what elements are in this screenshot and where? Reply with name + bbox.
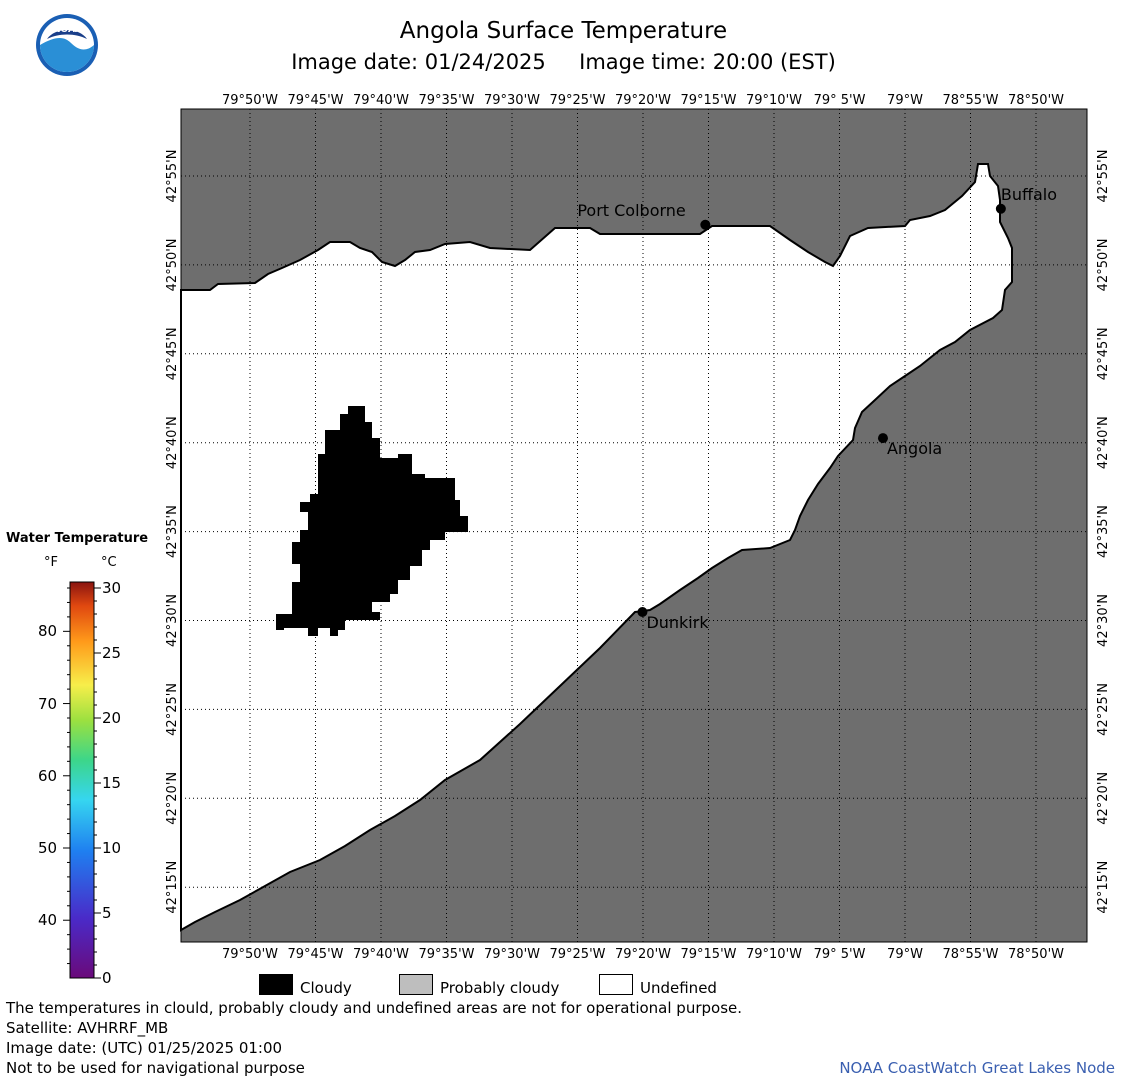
lat-label-left: 42°30'N	[165, 594, 180, 647]
lon-label-top: 79°10'W	[746, 93, 802, 108]
lon-label-top: 79°15'W	[680, 93, 736, 108]
map-subtitle: Image date: 01/24/2025 Image time: 20:00…	[291, 50, 836, 74]
legend-title: Water Temperature	[6, 531, 149, 546]
lon-label-top: 78°55'W	[942, 93, 998, 108]
lon-label-top: 79°50'W	[222, 93, 278, 108]
lon-label-bottom: 79°50'W	[222, 947, 278, 962]
lat-label-right: 42°45'N	[1096, 327, 1111, 380]
city-marker	[877, 433, 888, 444]
lat-label-left: 42°50'N	[165, 238, 180, 291]
legend-unit-f: °F	[44, 555, 58, 570]
cb-label-c: 0	[102, 969, 112, 987]
lon-label-top: 79° 5'W	[814, 93, 866, 108]
map-grid	[181, 109, 1087, 942]
lon-label-top: 79°25'W	[549, 93, 605, 108]
lon-label-bottom: 79°25'W	[549, 947, 605, 962]
lat-label-left: 42°15'N	[165, 861, 180, 914]
lake-erie-water	[180, 163, 1013, 932]
lat-label-right: 42°40'N	[1096, 416, 1111, 469]
color-bar	[69, 581, 95, 979]
lat-label-left: 42°55'N	[165, 150, 180, 203]
lon-label-top: 79°40'W	[353, 93, 409, 108]
cb-label-f: 50	[38, 839, 58, 857]
lon-label-top: 79°20'W	[615, 93, 671, 108]
lat-label-left: 42°40'N	[165, 416, 180, 469]
footer-disclaimer: The temperatures in clould, probably clo…	[6, 999, 743, 1017]
lon-label-bottom: 79°35'W	[418, 947, 474, 962]
logo-text: NOAA	[53, 25, 82, 35]
cb-label-f: 60	[38, 766, 58, 785]
city-label: Buffalo	[1001, 185, 1057, 204]
lon-label-bottom: 79°15'W	[680, 947, 736, 962]
lat-label-right: 42°25'N	[1096, 683, 1111, 736]
key-swatch-probably-cloudy	[399, 974, 433, 995]
lon-label-top: 79°45'W	[287, 93, 343, 108]
lon-label-bottom: 79°45'W	[287, 947, 343, 962]
cloud-patch	[276, 406, 468, 636]
lat-label-right: 42°50'N	[1096, 238, 1111, 291]
lon-label-bottom: 79°40'W	[353, 947, 409, 962]
lat-label-left: 42°25'N	[165, 683, 180, 736]
lon-label-top: 78°50'W	[1008, 93, 1064, 108]
key-swatch-cloudy	[259, 974, 293, 995]
lat-label-left: 42°20'N	[165, 772, 180, 825]
lat-label-right: 42°20'N	[1096, 772, 1111, 825]
footer-utc-date: Image date: (UTC) 01/25/2025 01:00	[6, 1039, 283, 1057]
key-swatch-undefined	[599, 974, 633, 995]
cb-label-c: 25	[102, 644, 122, 662]
lon-label-bottom: 79°20'W	[615, 947, 671, 962]
cb-label-c: 30	[102, 579, 122, 597]
map-title: Angola Surface Temperature	[399, 18, 728, 44]
lon-label-bottom: 79°W	[887, 947, 923, 962]
lat-label-left: 42°45'N	[165, 327, 180, 380]
cb-label-c: 10	[102, 839, 122, 857]
lat-label-right: 42°55'N	[1096, 150, 1111, 203]
cb-label-c: 15	[102, 774, 122, 792]
cb-label-f: 80	[38, 622, 58, 641]
lat-label-right: 42°15'N	[1096, 861, 1111, 914]
lon-label-bottom: 79° 5'W	[814, 947, 866, 962]
cb-label-c: 20	[102, 709, 122, 727]
lon-label-top: 79°35'W	[418, 93, 474, 108]
key-label-cloudy: Cloudy	[300, 979, 352, 997]
color-bar-ticks	[63, 587, 101, 979]
city-marker	[637, 607, 648, 618]
footer-satellite: Satellite: AVHRRF_MB	[6, 1019, 169, 1037]
cb-label-f: 40	[38, 911, 58, 930]
lon-label-bottom: 79°30'W	[484, 947, 540, 962]
cb-label-f: 70	[38, 694, 58, 713]
lon-label-bottom: 78°50'W	[1008, 947, 1064, 962]
lon-label-bottom: 79°10'W	[746, 947, 802, 962]
city-label: Port Colborne	[577, 201, 685, 220]
key-label-probably-cloudy: Probably cloudy	[440, 979, 560, 997]
lat-label-right: 42°30'N	[1096, 594, 1111, 647]
city-label: Angola	[887, 439, 942, 458]
city-markers: Port Colborne Buffalo Angola Dunkirk	[577, 185, 1057, 632]
footer-credit: NOAA CoastWatch Great Lakes Node	[839, 1059, 1115, 1077]
cb-label-c: 5	[102, 904, 112, 922]
lat-label-right: 42°35'N	[1096, 505, 1111, 558]
key-label-undefined: Undefined	[640, 979, 717, 997]
lon-label-bottom: 78°55'W	[942, 947, 998, 962]
map-frame	[180, 108, 1088, 943]
legend-unit-c: °C	[101, 555, 117, 570]
footer-nav-warning: Not to be used for navigational purpose	[6, 1059, 305, 1077]
noaa-logo: NOAA	[35, 13, 99, 77]
axis-labels: 79°50'W 79°50'W 79°45'W 79°45'W 79°40'W 79°40…	[165, 93, 1111, 962]
lon-label-top: 79°30'W	[484, 93, 540, 108]
lat-label-left: 42°35'N	[165, 505, 180, 558]
lon-label-top: 79°W	[887, 93, 923, 108]
city-label: Dunkirk	[646, 613, 709, 632]
city-marker	[700, 219, 711, 230]
city-marker	[995, 203, 1006, 214]
